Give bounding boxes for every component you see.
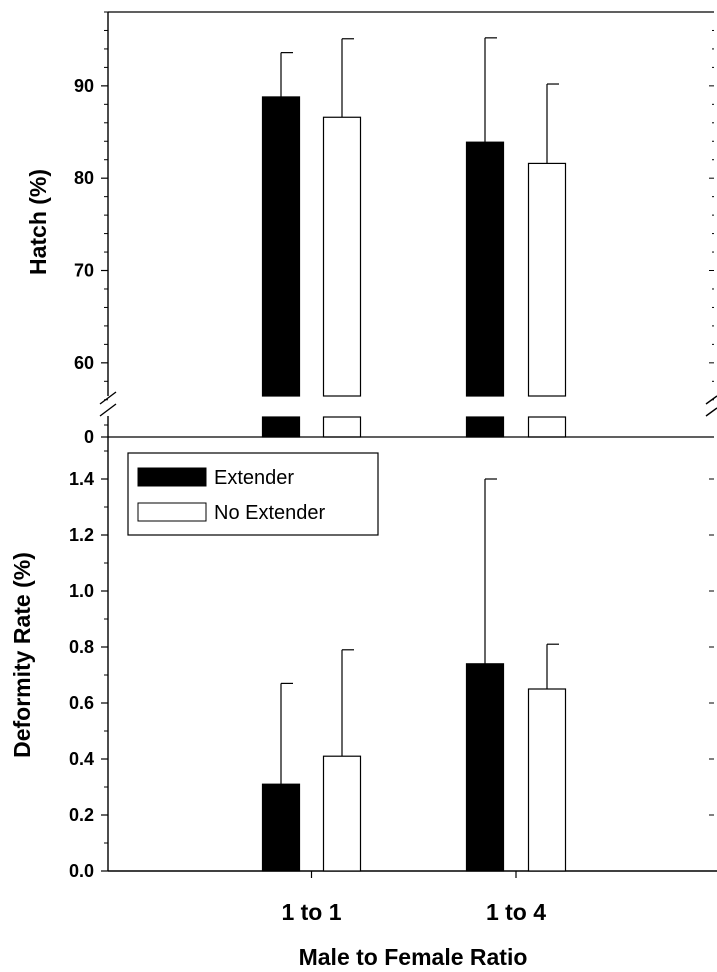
deformity-tick-label: 0.6 — [69, 693, 94, 713]
hatch-bar-stub — [465, 416, 505, 438]
axis-break-mark — [705, 407, 717, 417]
deformity-tick-label: 0.8 — [69, 637, 94, 657]
deformity-bar — [261, 783, 301, 872]
deformity-tick-label: 1.0 — [69, 581, 94, 601]
deformity-axis-title: Deformity Rate (%) — [9, 552, 35, 758]
hatch-panel: 0 60 70 80 90 — [74, 11, 714, 447]
x-axis-title: Male to Female Ratio — [299, 944, 528, 970]
hatch-tick-label: 60 — [74, 353, 94, 373]
hatch-bar — [465, 141, 505, 397]
axis-break-mark — [99, 391, 117, 405]
legend: Extender No Extender — [127, 452, 379, 536]
deformity-bar — [465, 663, 505, 872]
hatch-bar-stub — [322, 416, 362, 438]
hatch-tick-label: 90 — [74, 76, 94, 96]
axis-break-mark — [99, 403, 117, 417]
axis-break-marks — [99, 391, 717, 417]
deformity-tick-label: 0.4 — [69, 749, 94, 769]
hatch-bar-stub — [261, 416, 301, 438]
deformity-tick-label: 1.4 — [69, 469, 94, 489]
deformity-panel: 0.0 0.2 0.4 0.6 0.8 1.0 1.2 1.4 1 to 1 1 to 4 — [69, 436, 717, 925]
axis-break-mark — [705, 395, 717, 405]
legend-swatch-extender — [137, 467, 207, 487]
deformity-tick-label: 0.2 — [69, 805, 94, 825]
deformity-tick-label: 1.2 — [69, 525, 94, 545]
hatch-bar — [261, 96, 301, 397]
hatch-bar — [322, 116, 362, 397]
legend-swatch-no-extender — [137, 502, 207, 522]
hatch-axis-title: Hatch (%) — [25, 169, 51, 275]
deformity-bar — [322, 755, 362, 872]
category-label: 1 to 4 — [486, 899, 546, 925]
deformity-bar — [527, 688, 567, 872]
deformity-tick-label: 0.0 — [69, 861, 94, 881]
legend-label-no-extender: No Extender — [214, 502, 326, 524]
hatch-bar-stub — [527, 416, 567, 438]
legend-label-extender: Extender — [214, 467, 294, 489]
hatch-tick-label: 80 — [74, 168, 94, 188]
category-label: 1 to 1 — [281, 899, 341, 925]
hatch-tick-label: 0 — [84, 427, 94, 447]
hatch-tick-label: 70 — [74, 261, 94, 281]
hatch-bar — [527, 162, 567, 397]
